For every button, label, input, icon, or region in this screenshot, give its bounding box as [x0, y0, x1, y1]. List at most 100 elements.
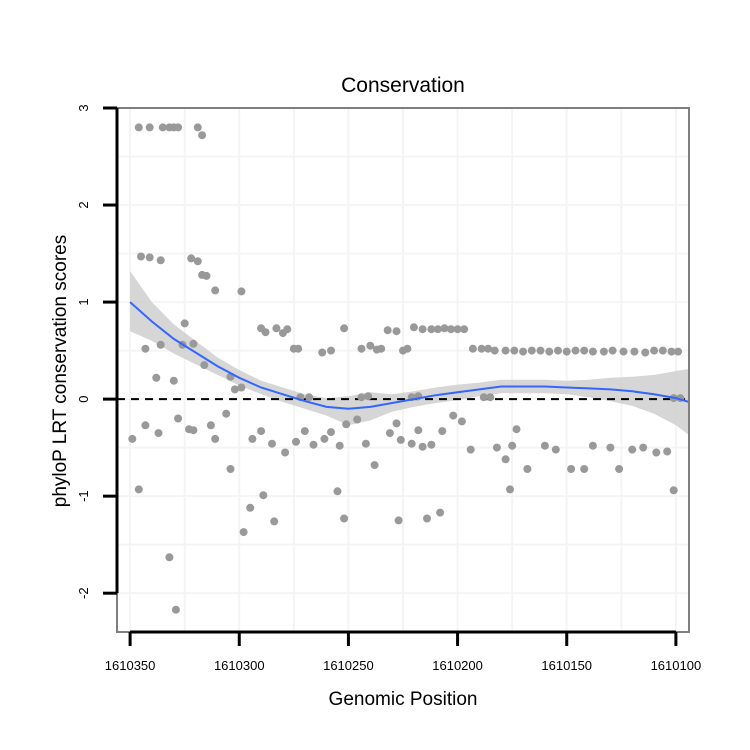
data-point — [506, 485, 514, 494]
data-point — [327, 346, 335, 355]
data-point — [599, 347, 608, 356]
data-point — [501, 346, 510, 355]
data-point — [641, 348, 650, 357]
data-point — [180, 319, 189, 328]
data-point — [652, 448, 661, 457]
data-point — [357, 393, 366, 402]
data-point — [674, 347, 683, 356]
data-point — [385, 429, 394, 438]
data-point — [340, 324, 349, 333]
data-point — [639, 443, 648, 452]
data-point — [418, 442, 427, 451]
data-point — [211, 286, 220, 295]
data-point — [237, 383, 246, 392]
data-point — [141, 344, 150, 353]
x-tick-label: 1610350 — [105, 658, 156, 673]
data-point — [189, 339, 198, 348]
data-point — [433, 325, 442, 334]
data-point — [281, 448, 290, 457]
y-tick-label: 3 — [76, 104, 91, 111]
data-point — [580, 465, 589, 473]
x-tick-label: 1610100 — [651, 658, 702, 673]
data-point — [268, 439, 276, 448]
data-point — [551, 445, 560, 454]
data-point — [477, 344, 486, 353]
y-tick-label: -2 — [76, 587, 91, 599]
data-point — [630, 347, 639, 356]
data-point — [447, 325, 455, 334]
confidence-ribbon-layer — [130, 271, 690, 435]
data-point — [300, 427, 309, 436]
y-tick-label: -1 — [76, 490, 91, 502]
data-point — [427, 440, 436, 449]
data-point — [187, 254, 196, 263]
data-point — [453, 325, 462, 334]
data-point — [628, 445, 637, 454]
data-point — [357, 344, 366, 353]
scatter-points — [128, 123, 685, 614]
data-point — [615, 465, 624, 473]
data-point — [418, 325, 427, 334]
data-point — [527, 346, 536, 355]
data-point — [519, 347, 528, 356]
data-point — [230, 385, 239, 394]
data-point — [440, 324, 449, 333]
data-point — [501, 455, 510, 464]
data-point — [377, 344, 386, 353]
data-point — [490, 346, 499, 355]
data-point — [667, 347, 676, 356]
data-point — [156, 340, 165, 349]
y-tick-label: 0 — [76, 395, 91, 402]
data-point — [486, 393, 495, 402]
data-point — [479, 393, 488, 402]
data-point — [438, 427, 447, 436]
data-point — [364, 392, 373, 401]
data-point — [484, 344, 493, 353]
data-point — [145, 123, 154, 132]
data-point — [270, 517, 279, 526]
data-point — [392, 327, 401, 336]
data-point — [361, 439, 370, 448]
data-point — [409, 323, 418, 332]
data-point — [396, 435, 405, 444]
data-point — [392, 419, 401, 428]
data-point — [156, 256, 165, 265]
x-tick-label: 1610300 — [214, 658, 265, 673]
data-point — [248, 434, 257, 443]
data-point — [423, 514, 431, 523]
data-point — [259, 491, 268, 500]
x-tick-label: 1610250 — [323, 658, 374, 673]
x-axis-label: Genomic Position — [329, 689, 478, 710]
data-point — [650, 346, 659, 355]
data-point — [193, 257, 202, 266]
data-point — [466, 445, 475, 454]
y-axis: -2 -1 0 1 2 3 — [76, 104, 119, 599]
data-point — [407, 439, 416, 448]
data-point — [246, 503, 255, 512]
data-point — [608, 346, 617, 355]
data-point — [189, 426, 198, 435]
data-point — [460, 325, 469, 334]
data-point — [554, 346, 562, 355]
data-point — [353, 415, 362, 424]
data-point — [237, 287, 246, 296]
x-axis: 1610350 1610300 1610250 1610200 1610150 16101… — [105, 630, 702, 673]
data-point — [141, 421, 150, 430]
data-point — [394, 516, 403, 525]
data-point — [165, 553, 174, 562]
data-point — [658, 346, 667, 355]
data-point — [137, 252, 145, 261]
data-point — [427, 325, 436, 334]
smooth-line-layer — [129, 301, 690, 410]
smooth-line — [129, 301, 690, 410]
data-point — [222, 409, 231, 418]
data-point — [158, 123, 167, 132]
data-point — [669, 486, 678, 495]
data-point — [588, 347, 597, 356]
data-point — [333, 487, 342, 496]
data-point — [169, 376, 178, 385]
data-point — [540, 441, 549, 450]
data-point — [449, 411, 458, 420]
data-point — [283, 325, 292, 334]
